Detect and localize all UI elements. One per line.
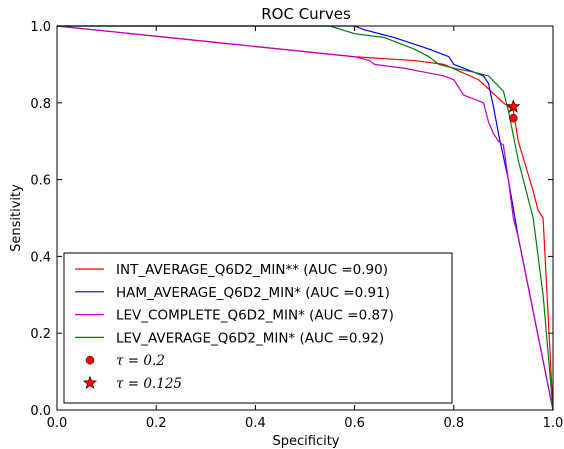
x-tick-label: 1.0 bbox=[543, 416, 564, 431]
y-tick-label: 0.2 bbox=[30, 327, 51, 342]
legend-label: τ = 0.125 bbox=[116, 376, 182, 392]
legend-label: LEV_COMPLETE_Q6D2_MIN* (AUC =0.87) bbox=[116, 308, 394, 324]
plot-area: 0.0 0.2 0.4 0.6 0.8 1.0 0.0 0.2 0.4 0.6 0.8 1.0 bbox=[30, 20, 563, 431]
chart-title: ROC Curves bbox=[261, 5, 351, 23]
threshold-markers bbox=[506, 99, 521, 123]
y-tick-label: 0.0 bbox=[30, 404, 51, 419]
legend-label: LEV_AVERAGE_Q6D2_MIN* (AUC =0.92) bbox=[116, 330, 384, 346]
x-tick-label: 0.0 bbox=[47, 416, 68, 431]
legend-label: τ = 0.2 bbox=[116, 353, 165, 369]
y-axis-label: Sensitivity bbox=[9, 184, 24, 252]
x-tick-label: 0.8 bbox=[443, 416, 464, 431]
x-axis-label: Specificity bbox=[273, 434, 340, 449]
legend: INT_AVERAGE_Q6D2_MIN** (AUC =0.90) HAM_AV… bbox=[63, 252, 453, 404]
y-tick-label: 0.6 bbox=[30, 174, 51, 189]
x-tick-label: 0.2 bbox=[146, 416, 167, 431]
legend-label: INT_AVERAGE_Q6D2_MIN** (AUC =0.90) bbox=[116, 262, 388, 278]
x-tick-label: 0.6 bbox=[344, 416, 365, 431]
legend-box bbox=[63, 252, 453, 404]
threshold-star-marker bbox=[506, 99, 521, 113]
legend-label: HAM_AVERAGE_Q6D2_MIN* (AUC =0.91) bbox=[116, 285, 390, 301]
y-tick-label: 1.0 bbox=[30, 20, 51, 35]
y-tick-label: 0.4 bbox=[30, 250, 51, 265]
legend-star-marker bbox=[83, 375, 97, 389]
series-line bbox=[56, 25, 554, 411]
x-tick-label: 0.4 bbox=[245, 416, 266, 431]
y-tick-label: 0.8 bbox=[30, 97, 51, 112]
threshold-circle-marker bbox=[509, 113, 518, 123]
axes-frame bbox=[56, 25, 554, 411]
legend-circle-marker bbox=[85, 355, 95, 365]
